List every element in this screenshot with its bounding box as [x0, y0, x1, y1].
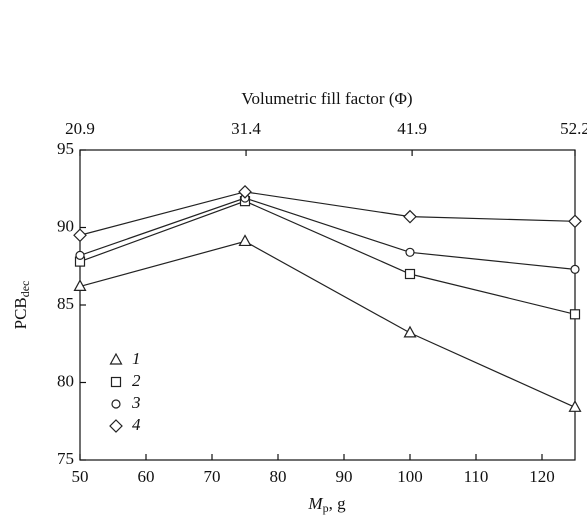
x-title-main: M — [307, 494, 323, 513]
x2-tick-label: 31.4 — [231, 119, 261, 138]
legend-label: 4 — [132, 415, 141, 434]
data-point — [238, 185, 252, 199]
legend-marker — [111, 399, 121, 409]
series-line — [79, 197, 576, 270]
x-axis-title: Mp, g — [307, 494, 346, 515]
x2-tick-label: 20.9 — [65, 119, 95, 138]
y-tick-label: 80 — [57, 371, 74, 390]
legend-marker — [109, 352, 123, 365]
data-point — [238, 234, 252, 247]
data-point — [75, 250, 85, 260]
data-point — [73, 228, 87, 243]
data-point — [568, 214, 582, 229]
y-axis-title: PCBdec — [11, 281, 32, 330]
series-line — [79, 191, 576, 236]
legend-marker — [109, 419, 123, 433]
data-point — [403, 325, 417, 338]
plot-frame — [79, 149, 576, 461]
top-axis-title: Volumetric fill factor (Φ) — [241, 89, 412, 108]
y-title-main: PCB — [11, 297, 30, 329]
series-line — [79, 200, 576, 315]
data-point — [403, 209, 417, 224]
data-point — [73, 279, 87, 291]
legend-label: 3 — [131, 393, 141, 412]
x2-tick-label: 52.2 — [560, 119, 587, 138]
y-tick-label: 95 — [57, 139, 74, 158]
data-point — [569, 309, 581, 320]
x-title-sub: p — [323, 501, 329, 515]
data-point — [405, 247, 415, 257]
x-tick-label: 60 — [138, 467, 155, 486]
data-point — [568, 400, 582, 412]
y-tick-label: 90 — [57, 216, 74, 235]
x-title-rest: , g — [329, 494, 347, 513]
x-tick-label: 90 — [336, 467, 353, 486]
y-title-sub: dec — [18, 281, 32, 298]
x-tick-label: 120 — [529, 467, 555, 486]
x2-tick-label: 41.9 — [397, 119, 427, 138]
legend-marker — [110, 376, 122, 388]
data-point — [404, 268, 416, 280]
x-tick-label: 100 — [397, 467, 423, 486]
y-tick-label: 75 — [57, 449, 74, 468]
series-line — [79, 240, 576, 408]
x-tick-label: 110 — [464, 467, 489, 486]
x-tick-label: 50 — [72, 467, 89, 486]
x-tick-label: 70 — [204, 467, 221, 486]
x-tick-label: 80 — [270, 467, 287, 486]
data-point — [570, 264, 580, 274]
legend-label: 1 — [132, 349, 141, 368]
y-tick-label: 85 — [57, 294, 74, 313]
legend-label: 2 — [132, 371, 141, 390]
